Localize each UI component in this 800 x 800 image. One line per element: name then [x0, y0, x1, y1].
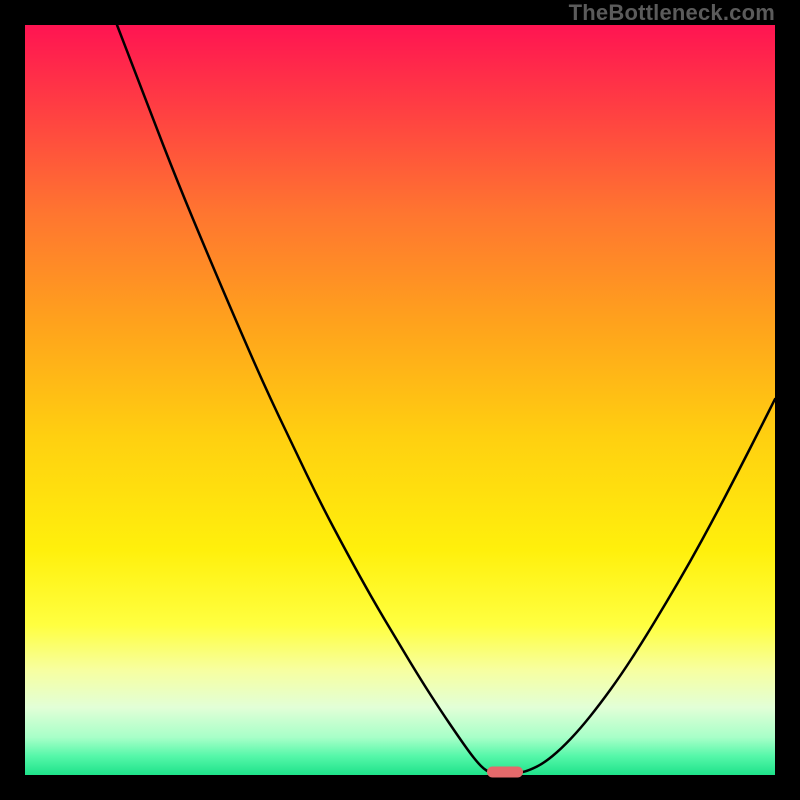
chart-frame: TheBottleneck.com: [0, 0, 800, 800]
watermark-label: TheBottleneck.com: [569, 0, 775, 26]
plot-area: [25, 25, 775, 775]
